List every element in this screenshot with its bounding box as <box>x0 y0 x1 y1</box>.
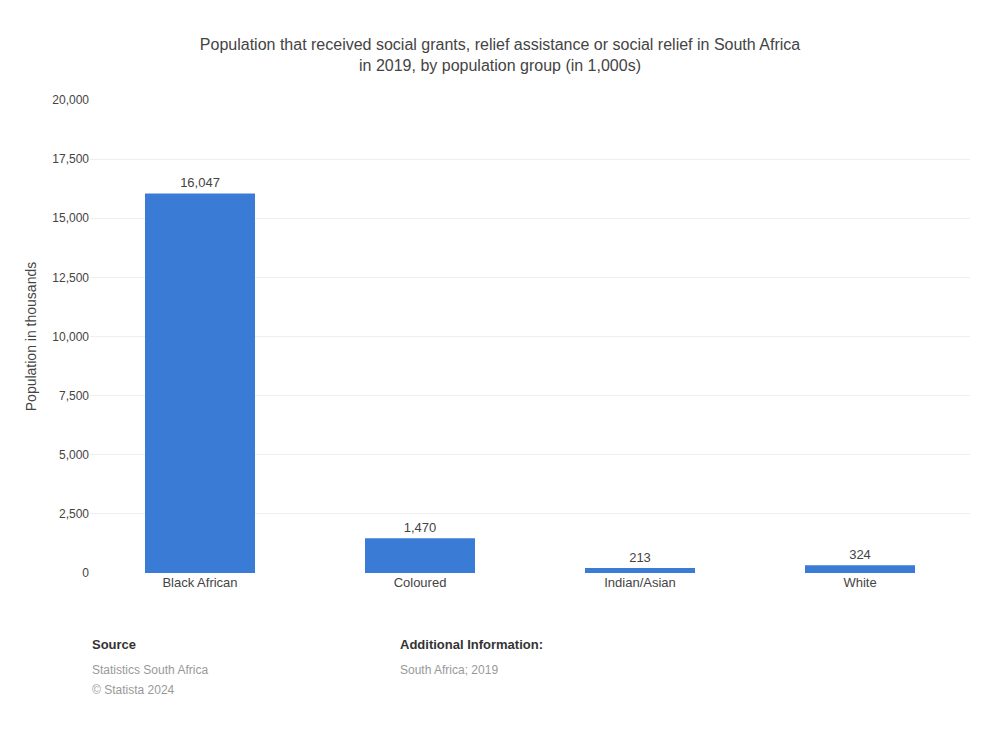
svg-text:Indian/Asian: Indian/Asian <box>604 575 676 590</box>
svg-text:1,470: 1,470 <box>404 520 437 535</box>
svg-text:Source: Source <box>92 637 136 652</box>
svg-text:Population in thousands: Population in thousands <box>23 262 39 411</box>
svg-text:7,500: 7,500 <box>59 389 89 403</box>
svg-text:12,500: 12,500 <box>52 271 89 285</box>
svg-text:Additional Information:: Additional Information: <box>400 637 543 652</box>
svg-text:South Africa; 2019: South Africa; 2019 <box>400 663 498 677</box>
svg-text:17,500: 17,500 <box>52 152 89 166</box>
svg-text:© Statista 2024: © Statista 2024 <box>92 683 175 697</box>
svg-text:0: 0 <box>82 566 89 580</box>
svg-text:5,000: 5,000 <box>59 448 89 462</box>
svg-text:324: 324 <box>849 547 871 562</box>
svg-text:213: 213 <box>629 550 651 565</box>
svg-text:Coloured: Coloured <box>394 575 447 590</box>
svg-text:16,047: 16,047 <box>180 175 220 190</box>
svg-text:Statistics South Africa: Statistics South Africa <box>92 663 208 677</box>
svg-text:White: White <box>843 575 876 590</box>
svg-text:10,000: 10,000 <box>52 330 89 344</box>
svg-text:2,500: 2,500 <box>59 507 89 521</box>
svg-text:20,000: 20,000 <box>52 93 89 107</box>
svg-text:Black African: Black African <box>162 575 237 590</box>
svg-text:15,000: 15,000 <box>52 211 89 225</box>
svg-text:Population that received socia: Population that received social grants, … <box>200 36 800 74</box>
